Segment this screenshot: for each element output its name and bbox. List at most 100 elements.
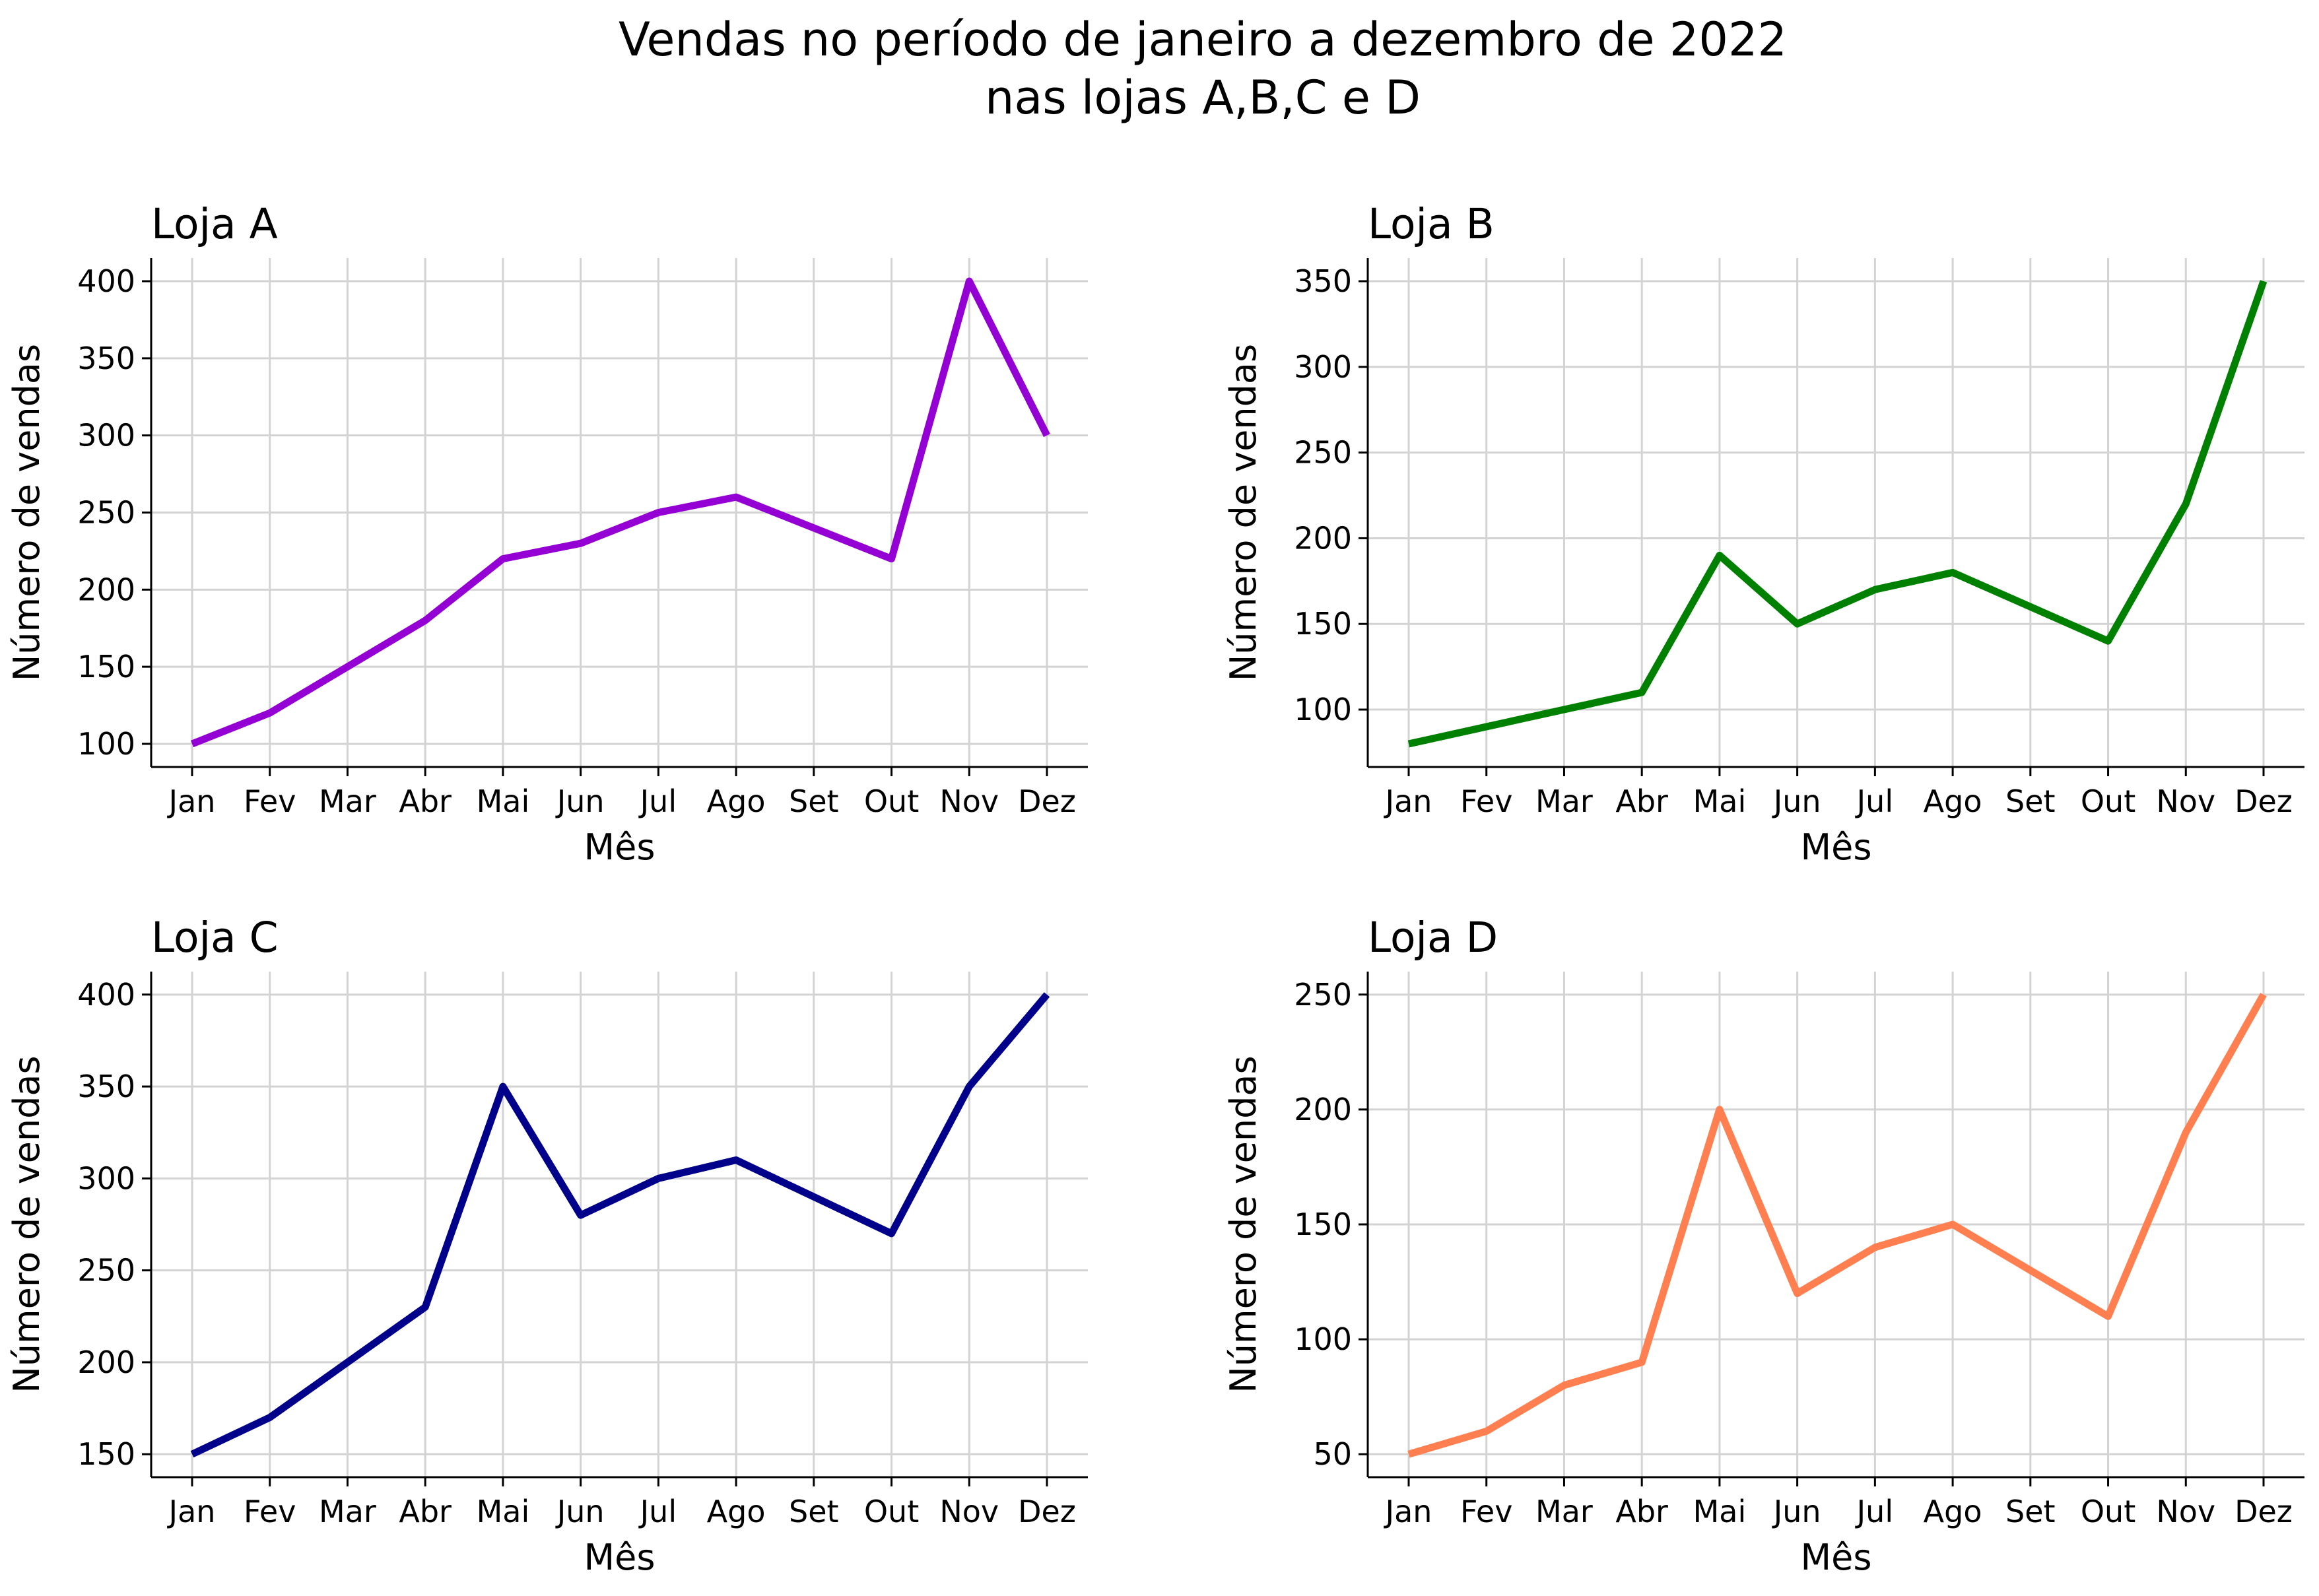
x-tick-label: Mai <box>1693 1494 1747 1529</box>
x-tick-label: Ago <box>707 1494 766 1529</box>
x-tick-label: Fev <box>244 783 296 819</box>
x-tick-label: Ago <box>1924 783 1982 819</box>
x-tick-label: Nov <box>2156 1494 2215 1529</box>
panel-title: Loja C <box>151 914 279 962</box>
x-tick-label: Dez <box>1018 1494 1076 1529</box>
x-tick-label: Mar <box>1535 783 1593 819</box>
x-tick-label: Jun <box>1772 783 1821 819</box>
grid <box>151 258 1088 767</box>
x-tick-label: Abr <box>1615 1494 1668 1529</box>
y-tick-label: 350 <box>77 1069 135 1104</box>
x-tick-label: Fev <box>1460 783 1512 819</box>
x-tick-label: Jun <box>555 783 605 819</box>
x-tick-label: Jan <box>1384 1494 1432 1529</box>
x-tick-label: Nov <box>939 783 999 819</box>
x-tick-label: Mar <box>1535 1494 1593 1529</box>
x-tick-label: Jan <box>167 1494 216 1529</box>
x-tick-label: Jun <box>1772 1494 1821 1529</box>
x-tick-label: Jan <box>167 783 216 819</box>
x-axis-label: Mês <box>584 826 655 868</box>
y-tick-label: 250 <box>1294 977 1352 1013</box>
x-axis-label: Mês <box>584 1537 655 1578</box>
series-line-loja-d <box>1407 993 2267 1458</box>
x-tick-label: Mar <box>319 1494 376 1529</box>
x-tick-label: Jul <box>1855 783 1894 819</box>
x-tick-label: Abr <box>1615 783 1668 819</box>
x-tick-label: Set <box>2005 1494 2056 1529</box>
x-tick-label: Mar <box>319 783 376 819</box>
x-tick-label: Nov <box>939 1494 999 1529</box>
x-axis-label: Mês <box>1801 1537 1872 1578</box>
axis-spines <box>150 972 1088 1479</box>
x-tick-label: Mai <box>477 783 530 819</box>
x-tick-label: Abr <box>399 1494 452 1529</box>
series-line-loja-c <box>190 992 1050 1458</box>
x-tick-label: Fev <box>1460 1494 1512 1529</box>
x-tick-label: Set <box>789 1494 839 1529</box>
panel-title: Loja B <box>1368 200 1495 248</box>
ticks: Jan Fev Mar Abr Mai Jun Jul Ago Set Out Nov Dez 150 2… <box>77 977 1076 1529</box>
x-tick-label: Nov <box>2156 783 2215 819</box>
y-tick-label: 250 <box>1294 435 1352 471</box>
x-tick-label: Out <box>864 783 919 819</box>
x-tick-label: Set <box>789 783 839 819</box>
x-tick-label: Dez <box>2235 1494 2293 1529</box>
grid <box>1368 258 2304 767</box>
panel-title: Loja A <box>151 200 278 248</box>
y-tick-label: 200 <box>77 1345 135 1380</box>
y-axis-label: Número de vendas <box>1223 344 1264 681</box>
panel-loja-d: Jan Fev Mar Abr Mai Jun Jul Ago Set Out Nov Dez 50 10… <box>1223 914 2304 1578</box>
x-tick-label: Jul <box>638 783 677 819</box>
y-tick-label: 150 <box>77 649 135 684</box>
y-tick-label: 400 <box>77 263 135 299</box>
y-tick-label: 400 <box>77 977 135 1013</box>
axis-spines <box>150 258 1088 768</box>
y-tick-label: 250 <box>77 1253 135 1288</box>
y-axis-label: Número de vendas <box>6 1055 48 1393</box>
axis-spines <box>1366 258 2304 768</box>
series-line-loja-a <box>190 277 1050 748</box>
y-tick-label: 300 <box>77 1160 135 1196</box>
y-tick-label: 350 <box>1294 263 1352 299</box>
grid <box>1368 972 2304 1477</box>
x-tick-label: Jul <box>638 1494 677 1529</box>
x-tick-label: Set <box>2005 783 2056 819</box>
x-tick-label: Jan <box>1384 783 1432 819</box>
x-axis-label: Mês <box>1801 826 1872 868</box>
y-tick-label: 300 <box>77 418 135 453</box>
y-tick-label: 150 <box>1294 606 1352 642</box>
x-tick-label: Out <box>2081 1494 2135 1529</box>
ticks: Jan Fev Mar Abr Mai Jun Jul Ago Set Out Nov Dez 100 1… <box>77 263 1076 819</box>
axis-spines <box>1366 972 2304 1479</box>
y-tick-label: 150 <box>1294 1207 1352 1242</box>
y-tick-label: 100 <box>1294 692 1352 727</box>
x-tick-label: Out <box>864 1494 919 1529</box>
y-tick-label: 150 <box>77 1436 135 1472</box>
y-tick-label: 250 <box>77 495 135 531</box>
ticks: Jan Fev Mar Abr Mai Jun Jul Ago Set Out Nov Dez 100 1… <box>1294 263 2293 819</box>
y-tick-label: 300 <box>1294 349 1352 385</box>
x-tick-label: Dez <box>1018 783 1076 819</box>
y-tick-label: 200 <box>1294 520 1352 556</box>
y-axis-label: Número de vendas <box>6 344 48 681</box>
x-tick-label: Jun <box>555 1494 605 1529</box>
y-tick-label: 100 <box>1294 1321 1352 1357</box>
y-tick-label: 100 <box>77 726 135 762</box>
y-tick-label: 200 <box>1294 1092 1352 1127</box>
y-tick-label: 200 <box>77 572 135 607</box>
panel-title: Loja D <box>1368 914 1498 962</box>
y-tick-label: 50 <box>1313 1436 1352 1472</box>
x-tick-label: Dez <box>2235 783 2293 819</box>
ticks: Jan Fev Mar Abr Mai Jun Jul Ago Set Out Nov Dez 50 10… <box>1294 977 2293 1529</box>
x-tick-label: Abr <box>399 783 452 819</box>
figure-title-line1: Vendas no período de janeiro a dezembro … <box>619 13 1787 67</box>
x-tick-label: Fev <box>244 1494 296 1529</box>
x-tick-label: Ago <box>1924 1494 1982 1529</box>
x-tick-label: Mai <box>477 1494 530 1529</box>
x-tick-label: Mai <box>1693 783 1747 819</box>
y-tick-label: 350 <box>77 341 135 376</box>
series-line-loja-b <box>1407 280 2268 748</box>
panel-loja-c: Jan Fev Mar Abr Mai Jun Jul Ago Set Out Nov Dez 150 2… <box>6 914 1088 1578</box>
x-tick-label: Jul <box>1855 1494 1894 1529</box>
